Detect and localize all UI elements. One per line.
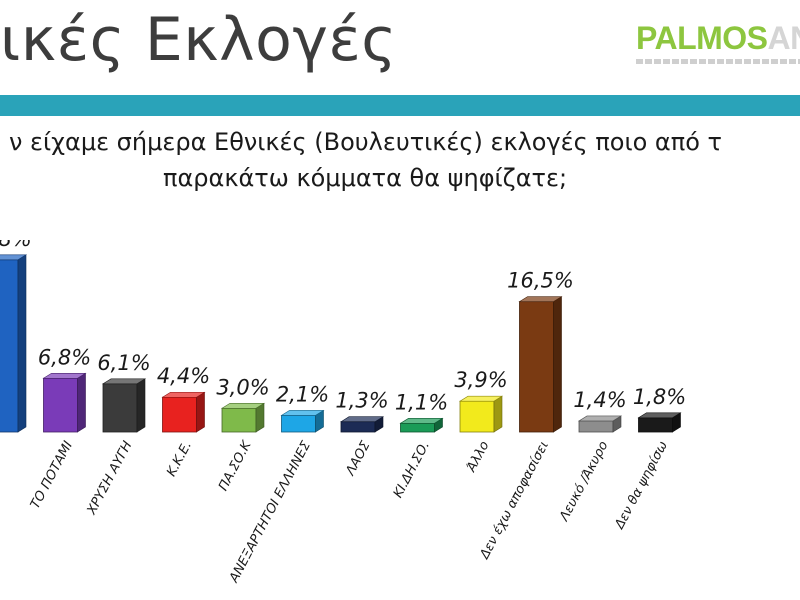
- bar-top-8: [458, 395, 504, 402]
- category-label-8: Άλλο: [464, 439, 493, 475]
- slide-title: ικές Εκλογές: [0, 5, 398, 75]
- bar-front-8: [459, 400, 495, 433]
- bar-1: [42, 372, 87, 433]
- logo-wordmark: PALMOSAN: [636, 20, 800, 56]
- bar-0: [0, 254, 28, 433]
- category-label-6: ΛΑΟΣ: [343, 438, 374, 479]
- bar-3: [161, 391, 206, 433]
- bar-top-6: [339, 416, 385, 423]
- bar-front-10: [578, 420, 614, 433]
- category-label-1: ΤΟ ΠΟΤΑΜΙ: [28, 439, 76, 512]
- data-label-6: 1,3%: [335, 389, 388, 413]
- data-label-9: 16,5%: [507, 269, 574, 293]
- bar-front-5: [281, 415, 316, 433]
- category-label-9: Δεν έχω αποφασίσει: [477, 439, 552, 562]
- category-label-4: ΠΑ.ΣΟ.Κ: [216, 438, 255, 494]
- bar-top-7: [399, 418, 444, 424]
- bar-top-1: [42, 372, 87, 379]
- header-rule: [0, 95, 800, 116]
- bar-top-3: [161, 391, 206, 398]
- data-label-2: 6,1%: [97, 351, 150, 375]
- data-label-7: 1,1%: [395, 390, 448, 414]
- bar-2: [101, 378, 147, 433]
- bar-side-0: [17, 254, 27, 433]
- question-line-1: ν είχαμε σήμερα Εθνικές (Βουλευτικές) εκ…: [9, 128, 722, 156]
- bar-front-6: [340, 421, 376, 433]
- bar-5: [280, 409, 325, 433]
- bar-side-2: [136, 378, 146, 433]
- bar-side-1: [77, 372, 86, 433]
- bar-side-9: [553, 296, 562, 433]
- category-label-11: Δεν θα ψηφίσω: [612, 439, 671, 533]
- vote-intention-bar-chart: 1,8% 6,8% ΤΟ ΠΟΤΑΜΙ 6,1% ΧΡΥΣΗ ΑΥΓΗ 4,4% Κ.Κ.Ε…: [0, 240, 686, 586]
- bar-top-5: [280, 410, 325, 416]
- bar-side-8: [493, 395, 503, 433]
- category-label-10: Λευκό /Άκυρο: [557, 439, 612, 525]
- palmos-analysis-logo: PALMOSAN: [636, 20, 800, 68]
- data-label-8: 3,9%: [454, 368, 507, 392]
- bar-top-4: [220, 403, 266, 409]
- data-label-1: 6,8%: [38, 345, 91, 369]
- bar-front-11: [638, 417, 673, 433]
- logo-text-green: PALMOS: [636, 20, 768, 56]
- data-label-4: 3,0%: [216, 375, 269, 399]
- bar-front-9: [519, 301, 554, 433]
- bar-front-0: [0, 259, 19, 433]
- bar-9: [518, 296, 563, 433]
- data-label-0: 1,8%: [0, 240, 32, 251]
- question-line-2: παρακάτω κόμματα θα ψηφίζατε;: [163, 164, 568, 192]
- logo-tagline: [636, 59, 800, 64]
- bar-front-4: [221, 407, 257, 433]
- bar-top-11: [637, 412, 682, 419]
- bar-6: [339, 416, 385, 433]
- bar-front-1: [43, 377, 78, 433]
- category-label-3: Κ.Κ.Ε.: [164, 439, 195, 479]
- survey-question: ν είχαμε σήμερα Εθνικές (Βουλευτικές) εκ…: [0, 124, 800, 196]
- bar-7: [399, 417, 444, 433]
- data-label-3: 4,4%: [157, 364, 210, 388]
- category-label-7: ΚΙ.ΔΗ.ΣΟ.: [391, 439, 433, 501]
- bar-front-7: [400, 422, 435, 433]
- bar-top-9: [518, 296, 563, 302]
- bar-top-2: [101, 378, 147, 385]
- data-label-5: 2,1%: [276, 382, 329, 406]
- bar-4: [220, 402, 266, 433]
- bar-top-0: [0, 254, 28, 261]
- bar-11: [637, 412, 682, 433]
- bar-top-10: [577, 415, 623, 422]
- bar-front-2: [102, 383, 138, 433]
- category-label-2: ΧΡΥΣΗ ΑΥΓΗ: [84, 439, 136, 518]
- bar-10: [577, 415, 623, 433]
- data-label-10: 1,4%: [573, 388, 626, 412]
- logo-text-grey: AN: [767, 20, 800, 56]
- bar-front-3: [162, 396, 197, 433]
- bar-8: [458, 395, 504, 433]
- bar-side-3: [196, 391, 205, 433]
- data-label-11: 1,8%: [633, 385, 686, 409]
